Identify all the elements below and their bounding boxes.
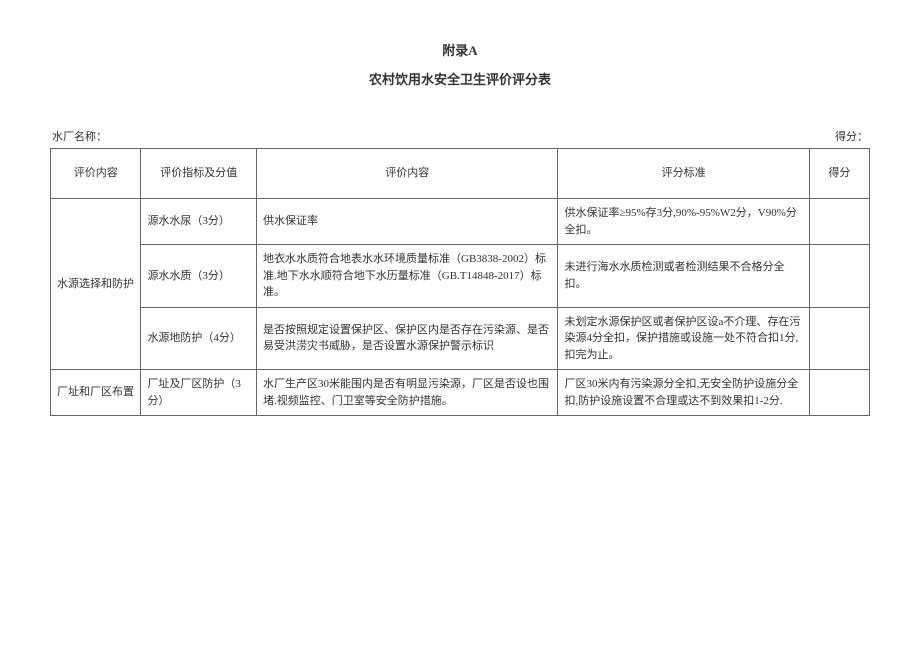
cell-content: 供水保证率 [257,199,558,245]
cell-score [809,307,869,370]
table-row: 水源选择和防护 源水水尿（3分） 供水保证率 供水保证率≥95%存3分,90%-… [51,199,870,245]
table-row: 厂址和厂区布置 厂址及厂区防护（3分） 水厂生产区30米能围内是否有明显污染源，… [51,370,870,416]
table-title: 农村饮用水安全卫生评价评分表 [50,69,870,88]
cell-standard: 未划定水源保护区或者保护区设a不介理、存在污染源4分全扣，保护措施或设施一处不符… [558,307,809,370]
cell-standard: 厂区30米内有污染源分全扣,无安全防护设施分全扣,防护设施设置不合理或达不到效果… [558,370,809,416]
header-indicator: 评价指标及分值 [141,149,257,199]
cell-indicator: 源水水尿（3分） [141,199,257,245]
table-row: 源水水质（3分） 地衣水水质符合地表水水环境质量标准（GB3838-2002）标… [51,245,870,308]
cell-score [809,370,869,416]
cell-indicator: 厂址及厂区防护（3分） [141,370,257,416]
header-score: 得分 [809,149,869,199]
cell-indicator: 水源地防护（4分） [141,307,257,370]
cell-standard: 供水保证率≥95%存3分,90%-95%W2分，V90%分全扣。 [558,199,809,245]
appendix-title: 附录A [50,40,870,59]
document-page: 附录A 农村饮用水安全卫生评价评分表 水厂名称： 得分： 评价内容 评价指标及分… [0,0,920,416]
cell-content: 是否按照规定设置保护区、保护区内是否存在污染源、是否易受洪涝灾书威胁，是否设置水… [257,307,558,370]
score-label: 得分： [835,128,868,144]
evaluation-table: 评价内容 评价指标及分值 评价内容 评分标准 得分 水源选择和防护 源水水尿（3… [50,148,870,416]
cell-content: 水厂生产区30米能围内是否有明显污染源，厂区是否设也围堵.视频监控、门卫室等安全… [257,370,558,416]
header-category: 评价内容 [51,149,141,199]
cell-score [809,245,869,308]
factory-name-label: 水厂名称： [52,128,107,144]
cell-standard: 未进行海水水质检测或者检测结果不合格分全扣。 [558,245,809,308]
table-header-row: 评价内容 评价指标及分值 评价内容 评分标准 得分 [51,149,870,199]
cell-category: 厂址和厂区布置 [51,370,141,416]
meta-row: 水厂名称： 得分： [50,128,870,144]
cell-score [809,199,869,245]
cell-category: 水源选择和防护 [51,199,141,370]
cell-content: 地衣水水质符合地表水水环境质量标准（GB3838-2002）标准.地下水水顺符合… [257,245,558,308]
cell-indicator: 源水水质（3分） [141,245,257,308]
header-content: 评价内容 [257,149,558,199]
header-standard: 评分标准 [558,149,809,199]
table-row: 水源地防护（4分） 是否按照规定设置保护区、保护区内是否存在污染源、是否易受洪涝… [51,307,870,370]
